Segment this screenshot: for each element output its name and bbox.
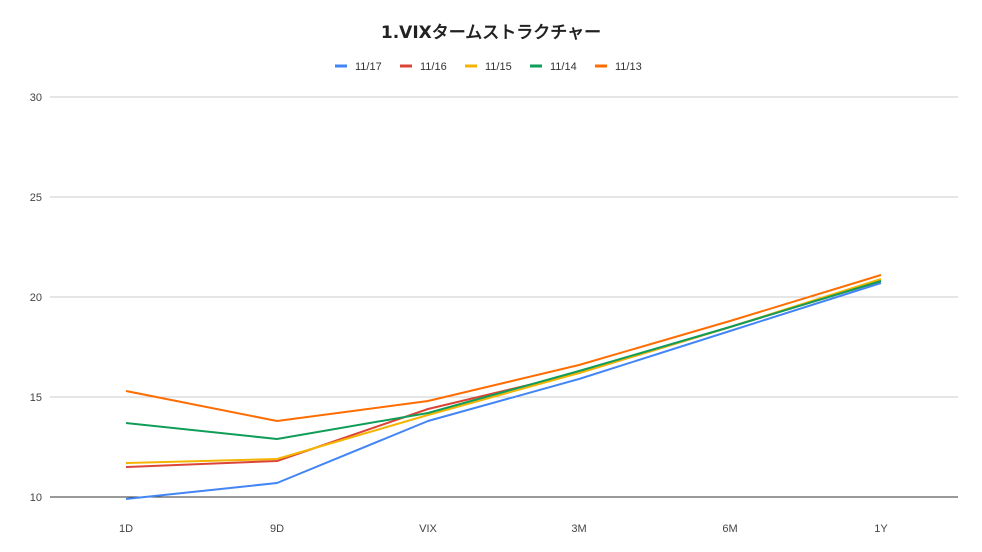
x-tick-label: 9D [270,523,284,535]
y-tick-label: 20 [30,292,42,304]
chart-title: 1.VIXタームストラクチャー [380,23,602,43]
series-lines [125,274,882,500]
legend-label: 11/15 [485,61,512,73]
y-tick-label: 30 [30,92,42,104]
legend-label: 11/16 [420,61,447,73]
legend: 11/17 11/16 11/15 11/14 11/13 [335,61,642,73]
series-line-11-13 [125,274,882,422]
x-tick-label: 3M [571,523,586,535]
x-tick-label: 1D [119,523,133,535]
legend-label: 11/14 [550,61,577,73]
x-tick-label: 6M [722,523,737,535]
legend-label: 11/17 [355,61,382,73]
series-line-11-17 [125,282,882,500]
x-tick-label: 1Y [874,523,888,535]
y-axis-ticks: 10 15 20 25 30 [30,92,42,504]
series-line-11-14 [125,280,882,440]
y-tick-label: 15 [30,392,42,404]
x-tick-label: VIX [419,523,437,535]
x-axis-ticks: 1D 9D VIX 3M 6M 1Y [119,523,888,535]
legend-label: 11/13 [615,61,642,73]
y-tick-label: 25 [30,192,42,204]
y-tick-label: 10 [30,492,42,504]
